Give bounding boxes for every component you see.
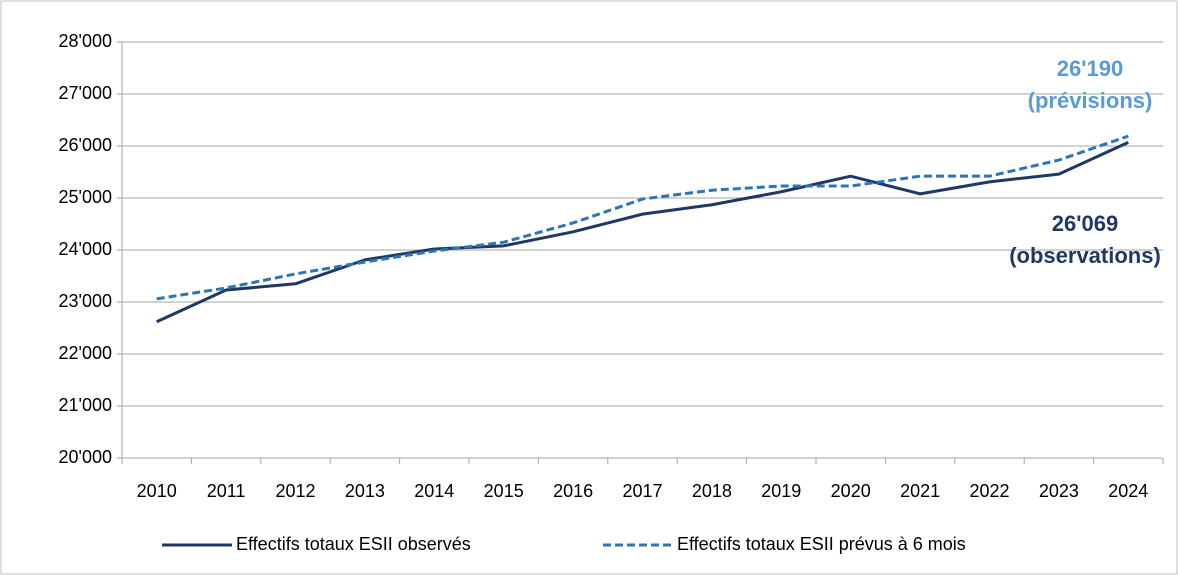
x-tick-label: 2015 [484,481,524,501]
y-tick-label: 20'000 [59,447,113,467]
annotation: 26'190 [1057,56,1123,81]
x-tick-label: 2012 [275,481,315,501]
y-tick-label: 22'000 [59,343,113,363]
annotation: (observations) [1009,243,1161,268]
y-tick-label: 28'000 [59,31,113,51]
legend-label: Effectifs totaux ESII prévus à 6 mois [677,534,966,554]
x-tick-label: 2016 [553,481,593,501]
x-tick-label: 2017 [622,481,662,501]
y-tick-label: 25'000 [59,187,113,207]
y-tick-label: 21'000 [59,395,113,415]
series-line [156,141,1129,324]
annotation: (prévisions) [1028,88,1153,113]
x-tick-label: 2013 [345,481,385,501]
x-tick-label: 2019 [761,481,801,501]
x-tick-label: 2022 [969,481,1009,501]
x-tick-label: 2014 [414,481,454,501]
x-tick-label: 2011 [207,481,246,501]
y-tick-label: 26'000 [59,135,113,155]
x-tick-label: 2021 [900,481,940,501]
x-tick-label: 2024 [1108,481,1148,501]
legend-label: Effectifs totaux ESII observés [236,534,471,554]
y-tick-label: 27'000 [59,83,113,103]
x-tick-label: 2010 [137,481,177,501]
annotation: 26'069 [1052,211,1118,236]
x-tick-label: 2023 [1039,481,1079,501]
x-tick-label: 2020 [831,481,871,501]
y-tick-label: 24'000 [59,239,113,259]
x-tick-label: 2018 [692,481,732,501]
y-tick-label: 23'000 [59,291,113,311]
series-line [156,134,1129,301]
